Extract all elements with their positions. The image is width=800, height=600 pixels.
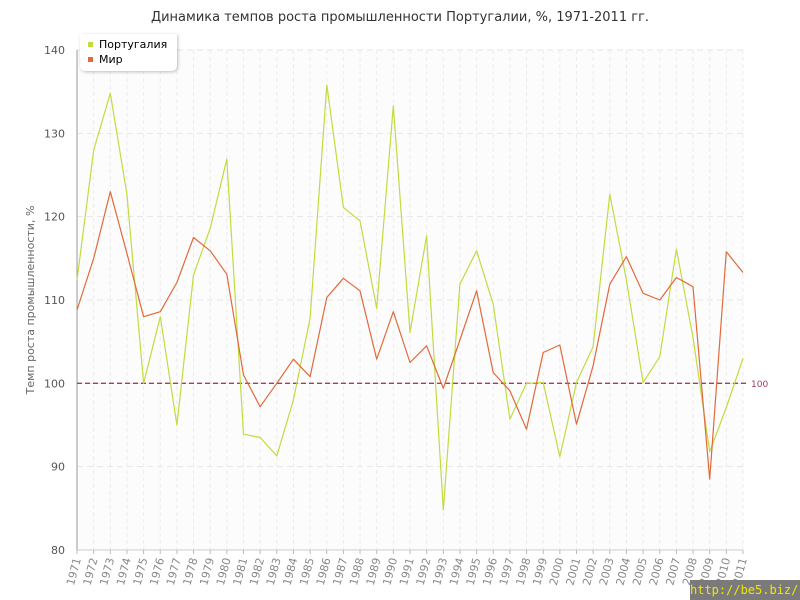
y-axis-label: Темп роста промышленности, % xyxy=(24,206,37,396)
watermark[interactable]: http://be5.biz/ xyxy=(690,580,800,600)
reference-line-label: 100 xyxy=(751,380,768,390)
legend-label-portugal: Португалия xyxy=(99,38,168,51)
chart-title: Динамика темпов роста промышленности Пор… xyxy=(150,10,650,25)
legend-label-world: Мир xyxy=(99,53,123,66)
y-tick-label: 100 xyxy=(44,377,65,390)
legend[interactable]: Португалия Мир xyxy=(80,34,178,71)
reference-line-group: 100 xyxy=(77,380,768,390)
legend-swatch-portugal xyxy=(88,42,93,47)
series-line-world xyxy=(76,191,744,480)
series-group xyxy=(76,84,744,511)
y-tick-label: 110 xyxy=(44,294,65,307)
legend-item-world[interactable]: Мир xyxy=(88,52,167,67)
legend-swatch-world xyxy=(88,57,93,62)
grid xyxy=(76,49,744,551)
y-tick-label: 130 xyxy=(44,127,65,140)
y-tick-label: 80 xyxy=(51,544,65,557)
y-tick-label: 120 xyxy=(44,211,65,224)
legend-item-portugal[interactable]: Португалия xyxy=(88,37,167,52)
y-tick-label: 140 xyxy=(44,44,65,57)
series-line-portugal xyxy=(76,84,744,511)
y-tick-label: 90 xyxy=(51,461,65,474)
